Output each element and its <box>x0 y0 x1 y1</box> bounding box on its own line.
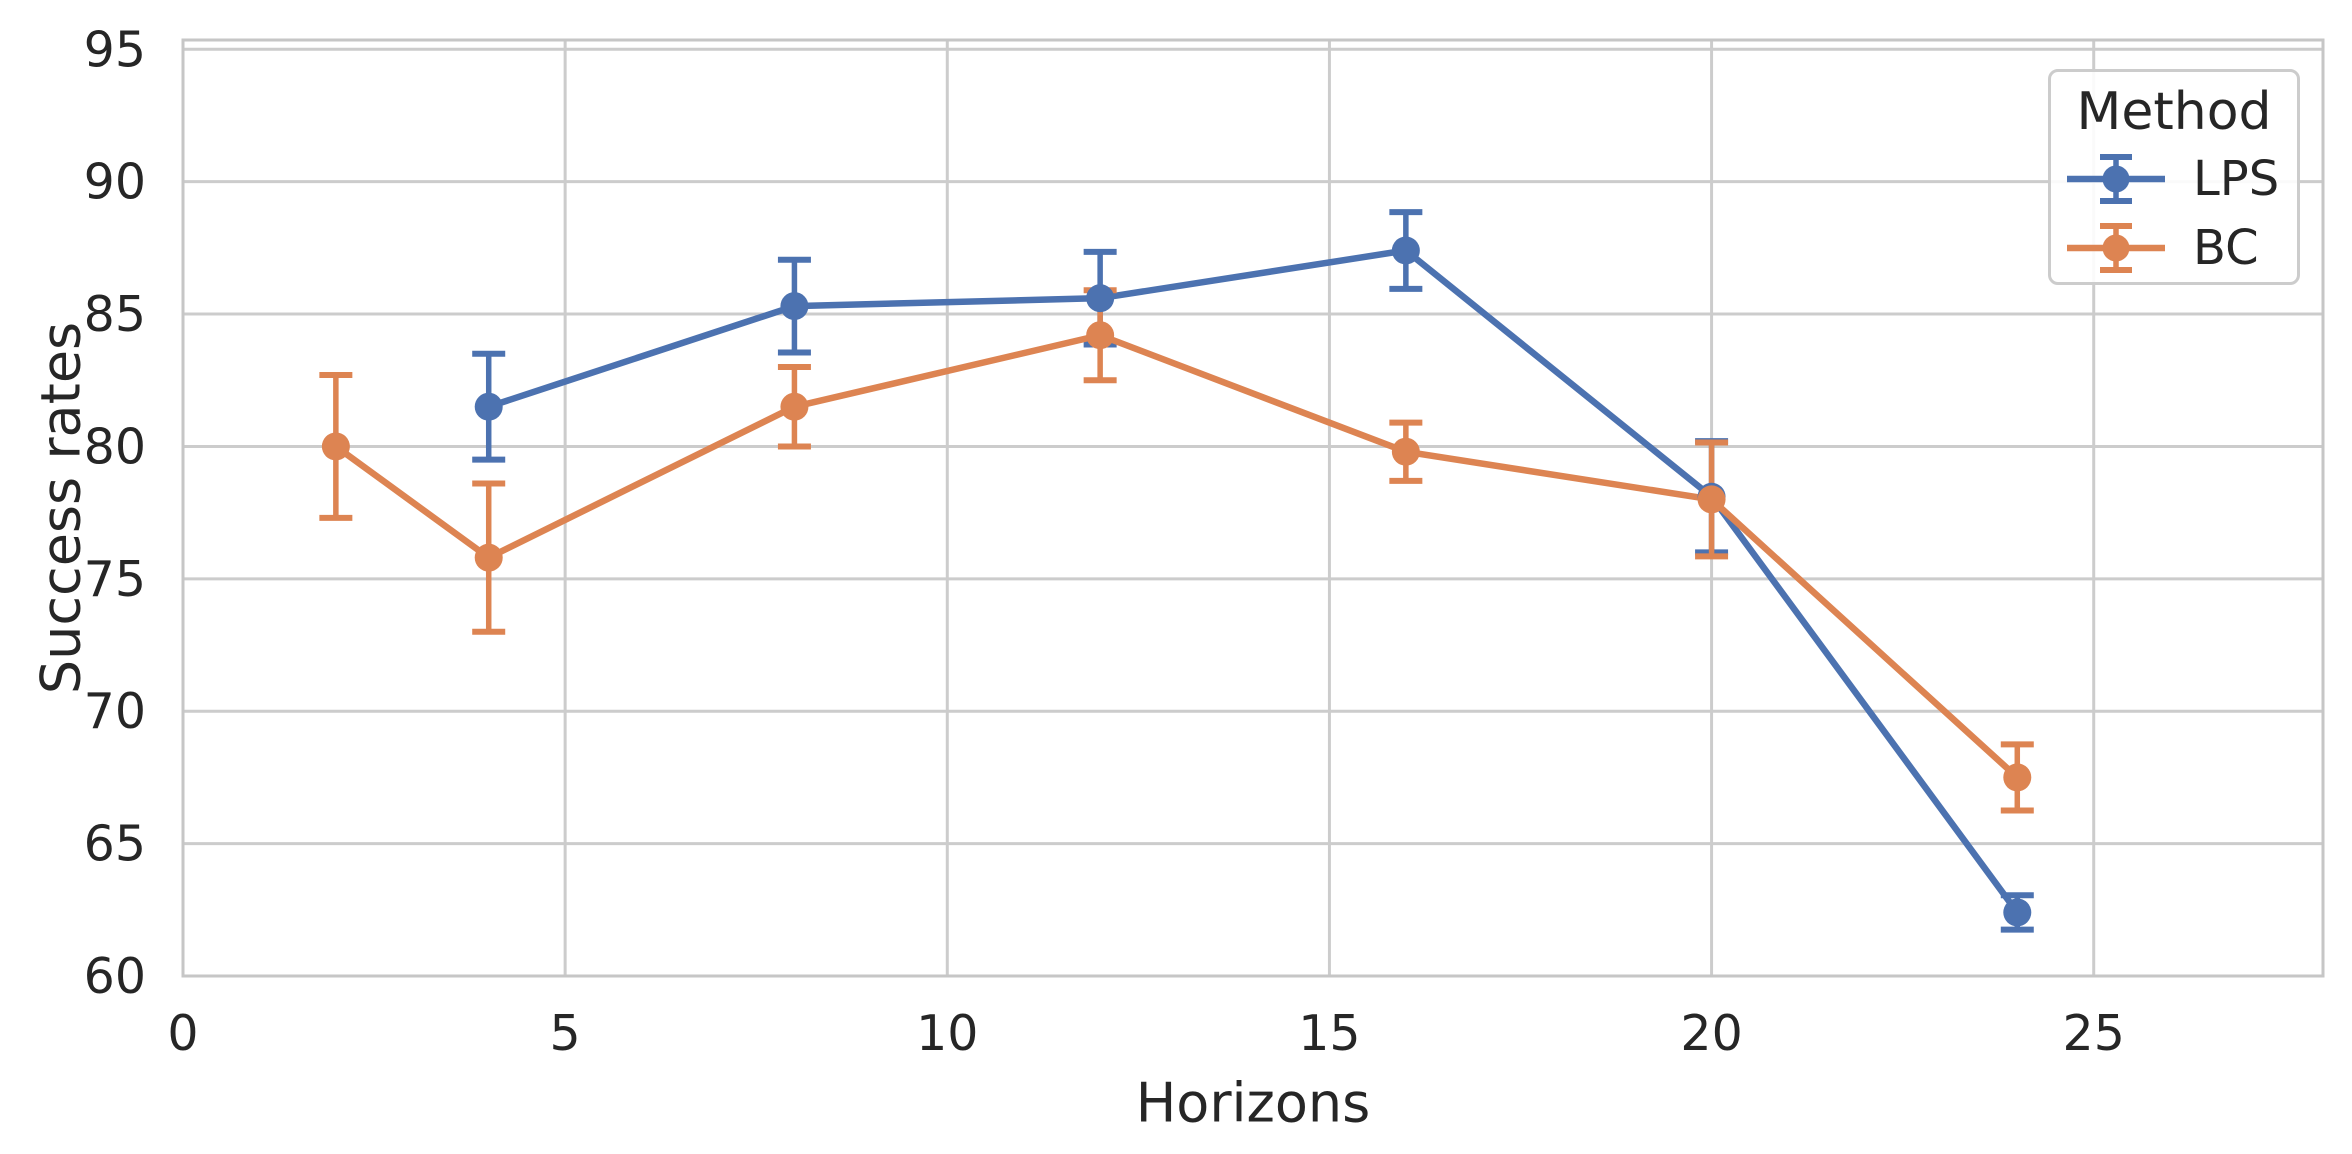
x-tick-label: 25 <box>2063 1005 2125 1062</box>
lps-marker <box>1086 284 1115 313</box>
lps-marker <box>474 392 503 421</box>
lps-marker <box>1391 236 1420 265</box>
bc-marker <box>780 392 809 421</box>
legend-item-bc: BC <box>2051 213 2297 282</box>
y-tick-label: 85 <box>84 286 146 343</box>
legend-item-lps: LPS <box>2051 144 2297 213</box>
sample-marker <box>2102 234 2130 261</box>
x-tick-label: 20 <box>1680 1005 1742 1062</box>
x-tick-label: 5 <box>550 1005 581 1062</box>
legend-title: Method <box>2076 82 2272 142</box>
y-tick-label: 75 <box>84 551 146 608</box>
bc-errorbar-sample-icon <box>2067 222 2165 273</box>
bc-marker <box>1697 485 1726 514</box>
x-axis-label: Horizons <box>1135 1071 1371 1135</box>
y-tick-label: 95 <box>84 21 146 78</box>
y-axis-label: Success rates <box>29 321 93 695</box>
y-tick-label: 60 <box>84 948 146 1005</box>
lps-marker <box>2003 898 2032 927</box>
sample-marker <box>2102 165 2130 192</box>
bc-marker <box>2003 763 2032 792</box>
bc-marker <box>1391 437 1420 466</box>
y-tick-label: 80 <box>84 418 146 475</box>
y-tick-label: 70 <box>84 683 146 740</box>
lps-line <box>485 247 2021 916</box>
y-tick-label: 65 <box>84 816 146 873</box>
x-tick-label: 15 <box>1298 1005 1360 1062</box>
x-tick-label: 0 <box>167 1005 198 1062</box>
bc-marker <box>474 543 503 572</box>
plot-border <box>181 38 2325 978</box>
y-tick-label: 90 <box>84 154 146 211</box>
bc-marker <box>321 432 350 461</box>
bc-marker <box>1086 321 1115 350</box>
lps-marker <box>780 292 809 321</box>
legend-label-bc: BC <box>2193 219 2259 276</box>
lps-errorbar-sample-icon <box>2067 153 2165 204</box>
legend-label-lps: LPS <box>2193 150 2280 207</box>
x-tick-label: 10 <box>916 1005 978 1062</box>
legend: Method LPS BC <box>2048 69 2300 285</box>
